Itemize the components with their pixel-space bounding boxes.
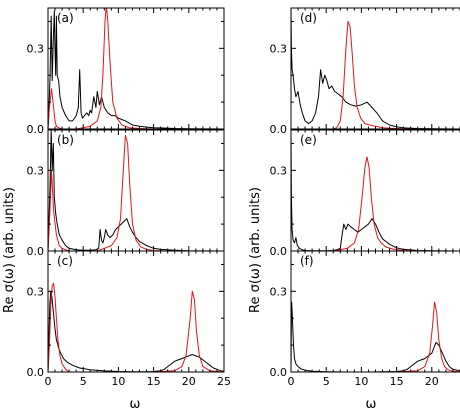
- y-tick-label: 0.0: [270, 245, 288, 258]
- red-curve-d: [291, 20, 460, 129]
- x-tick-label: 5: [80, 375, 87, 388]
- panel-e: 0.0 0.3 (e): [270, 129, 460, 258]
- panel-b: 0.0 0.3 (b): [27, 129, 225, 258]
- panel-label: (d): [300, 11, 317, 25]
- plot-frame: [290, 250, 460, 373]
- x-axis-label-right: ω: [366, 397, 377, 412]
- plot-frame: [47, 250, 225, 373]
- x-tick-label: 15: [147, 375, 161, 388]
- panel-c: 0.0 0.3 0 5 10 15 20 25 (c): [27, 250, 231, 388]
- x-tick-label: 5: [323, 375, 330, 388]
- y-tick-label: 0.3: [270, 285, 288, 298]
- y-tick-label: 0.0: [27, 123, 45, 136]
- y-tick-label: 0.3: [27, 164, 45, 177]
- panels-layer: 0.00.3(a)0.00.3(b)0.00.30 5 10 15 20 25(c)0.0…: [27, 7, 460, 388]
- x-tick-label: 20: [425, 375, 439, 388]
- black-curve-f: [291, 301, 460, 372]
- plot-frame: [290, 7, 460, 130]
- red-curve-b: [48, 134, 224, 251]
- red-curve-f: [291, 301, 460, 372]
- panel-d: 0.0 0.3 (d): [270, 7, 460, 136]
- black-curve-b: [48, 130, 224, 251]
- plot-frame: [47, 129, 225, 252]
- panel-label: (e): [300, 133, 317, 147]
- black-curve-c: [48, 290, 224, 372]
- x-tick-label: 10: [111, 375, 125, 388]
- panel-label: (f): [300, 254, 314, 268]
- red-curve-c: [48, 282, 224, 372]
- panel-label: (a): [57, 11, 74, 25]
- y-tick-label: 0.0: [27, 366, 45, 379]
- y-axis-label-right: Re σ(ω) (arb. units): [248, 187, 263, 313]
- x-tick-label: 10: [354, 375, 368, 388]
- plot-frame: [290, 129, 460, 252]
- black-curve-d: [291, 8, 460, 129]
- x-tick-label: 0: [288, 375, 295, 388]
- y-tick-label: 0.0: [270, 366, 288, 379]
- red-curve-a: [48, 8, 224, 129]
- black-curve-a: [48, 10, 224, 129]
- y-tick-label: 0.3: [270, 42, 288, 55]
- black-curve-e: [291, 130, 460, 251]
- y-tick-label: 0.3: [27, 285, 45, 298]
- x-axis-label-left: ω: [130, 397, 141, 412]
- x-tick-label: 0: [45, 375, 52, 388]
- x-tick-label: 15: [390, 375, 404, 388]
- panel-label: (b): [57, 133, 74, 147]
- red-curve-e: [291, 156, 460, 251]
- plot-frame: [47, 7, 225, 130]
- y-tick-label: 0.3: [270, 164, 288, 177]
- y-tick-label: 0.0: [270, 123, 288, 136]
- y-tick-label: 0.3: [27, 42, 45, 55]
- x-tick-label: 20: [182, 375, 196, 388]
- y-tick-label: 0.0: [27, 245, 45, 258]
- y-axis-label-left: Re σ(ω) (arb. units): [2, 187, 17, 313]
- panel-label: (c): [57, 254, 73, 268]
- x-tick-label: 25: [217, 375, 231, 388]
- panel-a: 0.0 0.3 (a): [27, 7, 225, 136]
